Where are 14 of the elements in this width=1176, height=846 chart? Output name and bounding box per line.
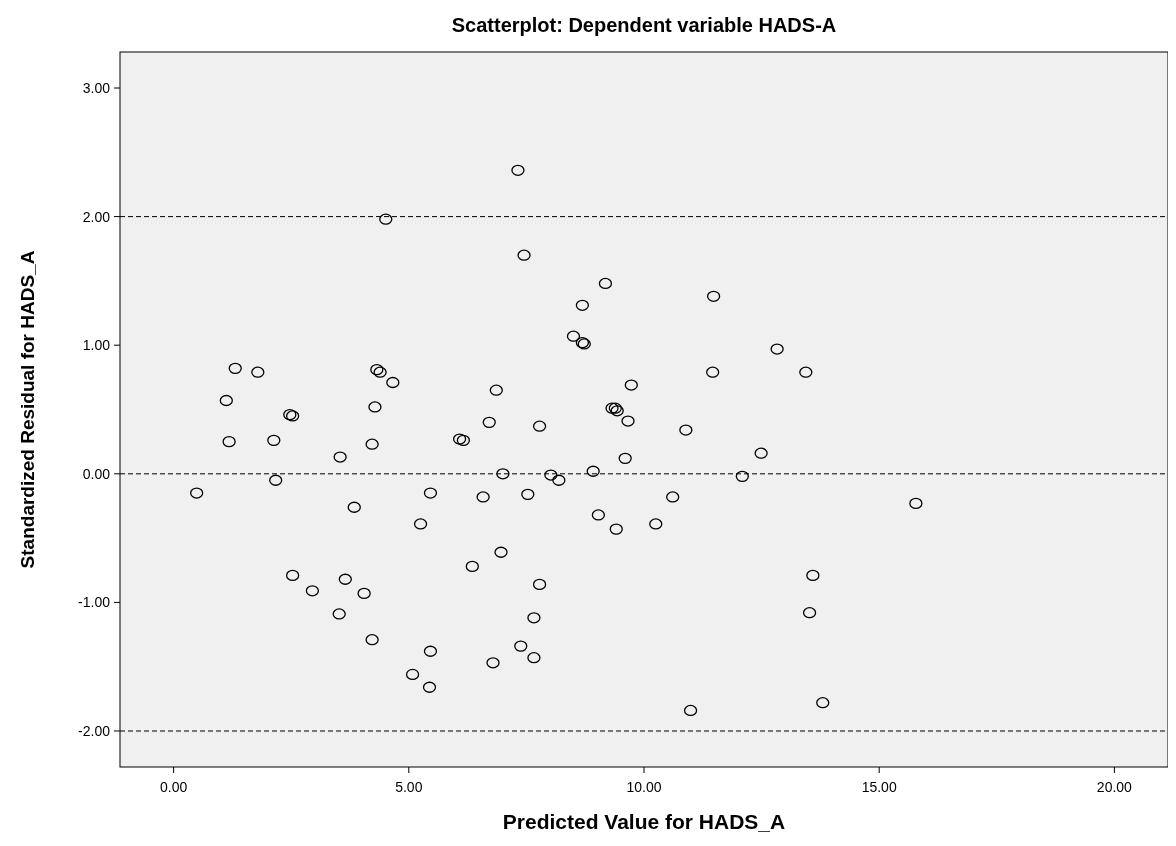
x-tick-label: 20.00 [1096,779,1133,795]
chart-title: Scatterplot: Dependent variable HADS-A [451,14,837,36]
y-tick-label: -2.00 [78,722,111,739]
y-axis-title: Standardized Residual for HADS_A [17,250,38,569]
x-tick-label: 10.00 [626,779,662,795]
y-tick-label: 2.00 [82,208,111,225]
x-tick-label: 5.00 [395,779,423,795]
y-tick-label: 0.00 [82,465,111,482]
y-tick-label: 1.00 [82,337,111,354]
y-tick-label: 3.00 [82,80,111,97]
x-axis-title: Predicted Value for HADS_A [502,810,786,833]
y-tick-label: -1.00 [78,594,111,611]
x-tick-label: 0.00 [160,779,188,795]
x-tick-label: 15.00 [861,779,897,795]
